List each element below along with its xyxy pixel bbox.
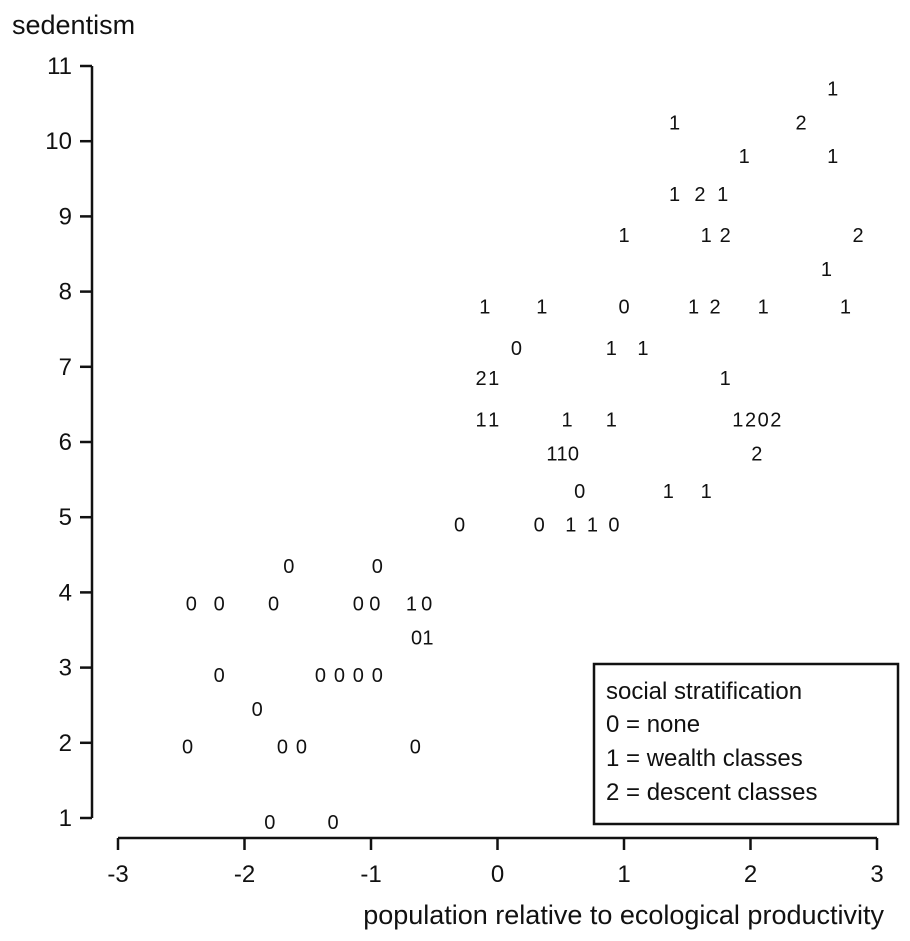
- data-point: 2: [751, 443, 762, 465]
- data-point: 0: [454, 515, 465, 537]
- data-point: 1: [562, 409, 573, 431]
- data-point: 1: [758, 297, 769, 319]
- y-tick-label: 10: [45, 128, 72, 155]
- data-point: 1: [720, 368, 731, 390]
- data-point: 1: [587, 515, 598, 537]
- data-point: 2: [710, 297, 721, 319]
- data-point: 1: [637, 338, 648, 360]
- data-point: 0: [186, 594, 197, 616]
- y-tick-label: 11: [47, 53, 72, 80]
- data-point: 2: [694, 184, 705, 206]
- data-point: 1: [556, 443, 567, 465]
- data-point: 0: [511, 338, 522, 360]
- data-point: 1: [701, 481, 712, 503]
- data-point: 1: [488, 409, 499, 431]
- data-point: 1: [732, 409, 743, 431]
- y-tick-label: 7: [59, 354, 72, 381]
- data-point: 0: [618, 297, 629, 319]
- data-point: 0: [268, 594, 279, 616]
- y-tick-label: 8: [59, 279, 72, 306]
- data-point: 0: [372, 665, 383, 687]
- data-point: 1: [827, 79, 838, 101]
- data-point: 0: [182, 737, 193, 759]
- data-point: 0: [568, 443, 579, 465]
- data-point: 0: [758, 409, 769, 431]
- data-point: 0: [327, 812, 338, 834]
- data-point: 1: [827, 146, 838, 168]
- data-point: 1: [546, 443, 557, 465]
- y-tick-label: 2: [59, 730, 72, 757]
- data-point: 0: [372, 556, 383, 578]
- legend-title: social stratification: [606, 678, 802, 705]
- data-point: 0: [574, 481, 585, 503]
- data-point: 1: [536, 297, 547, 319]
- data-point: 0: [283, 556, 294, 578]
- legend-entry-wealth: 1 = wealth classes: [606, 745, 803, 772]
- data-point: 1: [422, 628, 433, 650]
- data-point: 0: [264, 812, 275, 834]
- y-tick-label: 3: [59, 655, 72, 682]
- data-point: 1: [475, 409, 486, 431]
- y-tick-label: 6: [59, 429, 72, 456]
- data-point: 1: [669, 112, 680, 134]
- data-point: 1: [606, 338, 617, 360]
- data-point: 2: [475, 368, 486, 390]
- y-axis-title: sedentism: [12, 10, 135, 40]
- data-point: 2: [852, 225, 863, 247]
- data-point: 1: [406, 594, 417, 616]
- data-point: 0: [411, 628, 422, 650]
- data-point: 1: [663, 481, 674, 503]
- x-tick-label: -3: [107, 861, 128, 888]
- legend-entry-descent: 2 = descent classes: [606, 779, 817, 806]
- y-tick-label: 1: [59, 805, 72, 832]
- data-point: 0: [534, 515, 545, 537]
- data-point: 1: [739, 146, 750, 168]
- data-point: 0: [410, 737, 421, 759]
- data-point: 0: [315, 665, 326, 687]
- data-point: 0: [608, 515, 619, 537]
- data-points: 11 21 11 2 11 1 2 211 1 0 1 2 1 10 1 12 1 11 1 1 1 1 2 0 211 0 20 1…: [182, 79, 864, 834]
- y-tick-label: 9: [59, 203, 72, 230]
- data-point: 0: [277, 737, 288, 759]
- data-point: 0: [421, 594, 432, 616]
- data-point: 2: [720, 225, 731, 247]
- data-point: 1: [669, 184, 680, 206]
- y-tick-label: 5: [59, 504, 72, 531]
- data-point: 1: [821, 259, 832, 281]
- data-point: 0: [334, 665, 345, 687]
- data-point: 1: [688, 297, 699, 319]
- data-point: 1: [840, 297, 851, 319]
- x-tick-label: -2: [234, 861, 255, 888]
- x-tick-label: -1: [360, 861, 381, 888]
- data-point: 0: [353, 665, 364, 687]
- data-point: 0: [353, 594, 364, 616]
- data-point: 1: [479, 297, 490, 319]
- x-tick-label: 0: [491, 861, 504, 888]
- legend: social stratification 0 = none 1 = wealt…: [592, 662, 900, 826]
- data-point: 2: [770, 409, 781, 431]
- data-point: 2: [745, 409, 756, 431]
- data-point: 1: [488, 368, 499, 390]
- x-tick-label: 2: [744, 861, 757, 888]
- x-axis-title: population relative to ecological produc…: [363, 900, 884, 930]
- data-point: 0: [296, 737, 307, 759]
- data-point: 1: [618, 225, 629, 247]
- data-point: 1: [565, 515, 576, 537]
- legend-box: [592, 662, 900, 826]
- data-point: 0: [214, 594, 225, 616]
- data-point: 2: [796, 112, 807, 134]
- data-point: 0: [214, 665, 225, 687]
- data-point: 1: [717, 184, 728, 206]
- data-point: 1: [701, 225, 712, 247]
- data-point: 1: [606, 409, 617, 431]
- legend-entry-none: 0 = none: [606, 711, 700, 738]
- x-tick-label: 3: [870, 861, 883, 888]
- data-point: 0: [252, 699, 263, 721]
- x-tick-label: 1: [617, 861, 630, 888]
- data-point: 0: [369, 594, 380, 616]
- y-tick-label: 4: [59, 579, 72, 606]
